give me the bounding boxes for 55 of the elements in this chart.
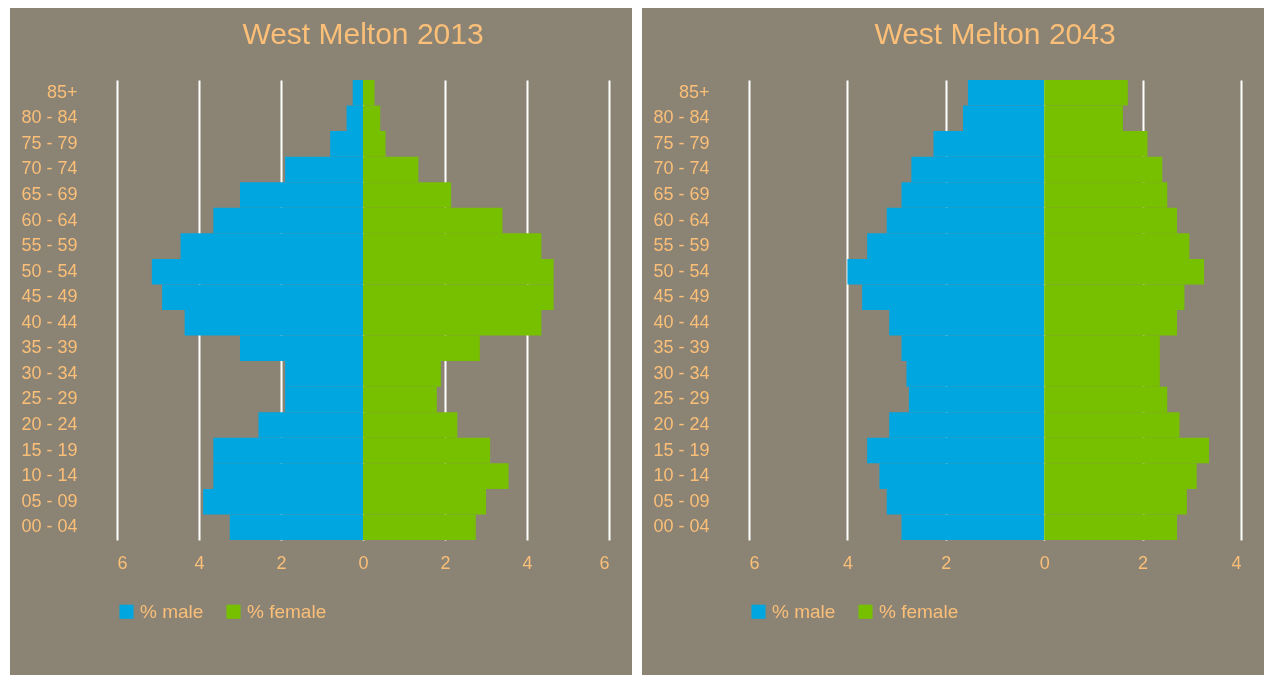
y-tick-label: 10 - 14 [653, 465, 710, 486]
y-tick-label: 35 - 39 [653, 337, 710, 358]
y-tick-label: 25 - 29 [21, 388, 78, 409]
y-tick-label: 15 - 19 [653, 439, 710, 460]
y-tick-label: 05 - 09 [653, 490, 710, 511]
y-tick-label: 60 - 64 [21, 209, 78, 230]
y-tick-label: 40 - 44 [653, 311, 710, 332]
x-tick-label: 2 [941, 552, 952, 573]
y-tick-label: 05 - 09 [21, 490, 78, 511]
y-tick-label: 75 - 79 [21, 132, 78, 153]
x-tick-label: 6 [749, 552, 760, 573]
legend-label: % male [140, 600, 204, 622]
y-tick-label: 50 - 54 [653, 260, 710, 281]
y-tick-label: 70 - 74 [21, 158, 78, 179]
y-tick-label: 80 - 84 [21, 107, 78, 128]
y-tick-label: 80 - 84 [653, 107, 710, 128]
y-tick-label: 20 - 24 [653, 414, 710, 434]
x-tick-label: 0 [1039, 552, 1050, 573]
y-tick-label: 25 - 29 [653, 388, 710, 409]
y-tick-label: 60 - 64 [653, 209, 710, 230]
y-tick-label: 00 - 04 [653, 516, 710, 537]
y-tick-label: 65 - 69 [653, 184, 710, 204]
legend-label: % female [247, 600, 327, 622]
y-tick-label: 30 - 34 [653, 362, 710, 383]
x-tick-label: 6 [599, 552, 610, 573]
legend-label: % male [772, 600, 836, 622]
chart-title: West Melton 2043 [874, 17, 1116, 50]
chart-title: West Melton 2013 [242, 17, 484, 50]
x-tick-label: 4 [522, 552, 533, 573]
x-tick-label: 4 [194, 552, 205, 573]
y-tick-label: 35 - 39 [21, 337, 78, 358]
y-tick-label: 00 - 04 [21, 516, 78, 537]
y-tick-label: 50 - 54 [21, 260, 78, 281]
x-tick-label: 2 [440, 552, 451, 573]
y-tick-label: 30 - 34 [21, 362, 78, 383]
x-tick-label: 0 [358, 552, 369, 573]
y-tick-label: 45 - 49 [653, 286, 710, 307]
y-tick-label: 55 - 59 [653, 235, 710, 256]
y-tick-label: 75 - 79 [653, 132, 710, 153]
x-tick-label: 2 [1138, 552, 1149, 573]
y-tick-label: 45 - 49 [21, 286, 78, 307]
x-tick-label: 4 [842, 552, 853, 573]
y-tick-label: 85+ [46, 81, 78, 102]
y-tick-label: 70 - 74 [653, 158, 710, 179]
x-tick-label: 4 [1231, 552, 1242, 573]
x-tick-label: 6 [117, 552, 128, 573]
y-tick-label: 15 - 19 [21, 439, 78, 460]
y-tick-label: 55 - 59 [21, 235, 78, 256]
y-tick-label: 40 - 44 [21, 311, 78, 332]
y-tick-label: 85+ [678, 81, 710, 102]
y-tick-label: 65 - 69 [21, 184, 78, 204]
y-tick-label: 20 - 24 [21, 414, 78, 434]
y-tick-label: 10 - 14 [21, 465, 78, 486]
x-tick-label: 2 [276, 552, 287, 573]
legend-label: % female [879, 600, 959, 622]
